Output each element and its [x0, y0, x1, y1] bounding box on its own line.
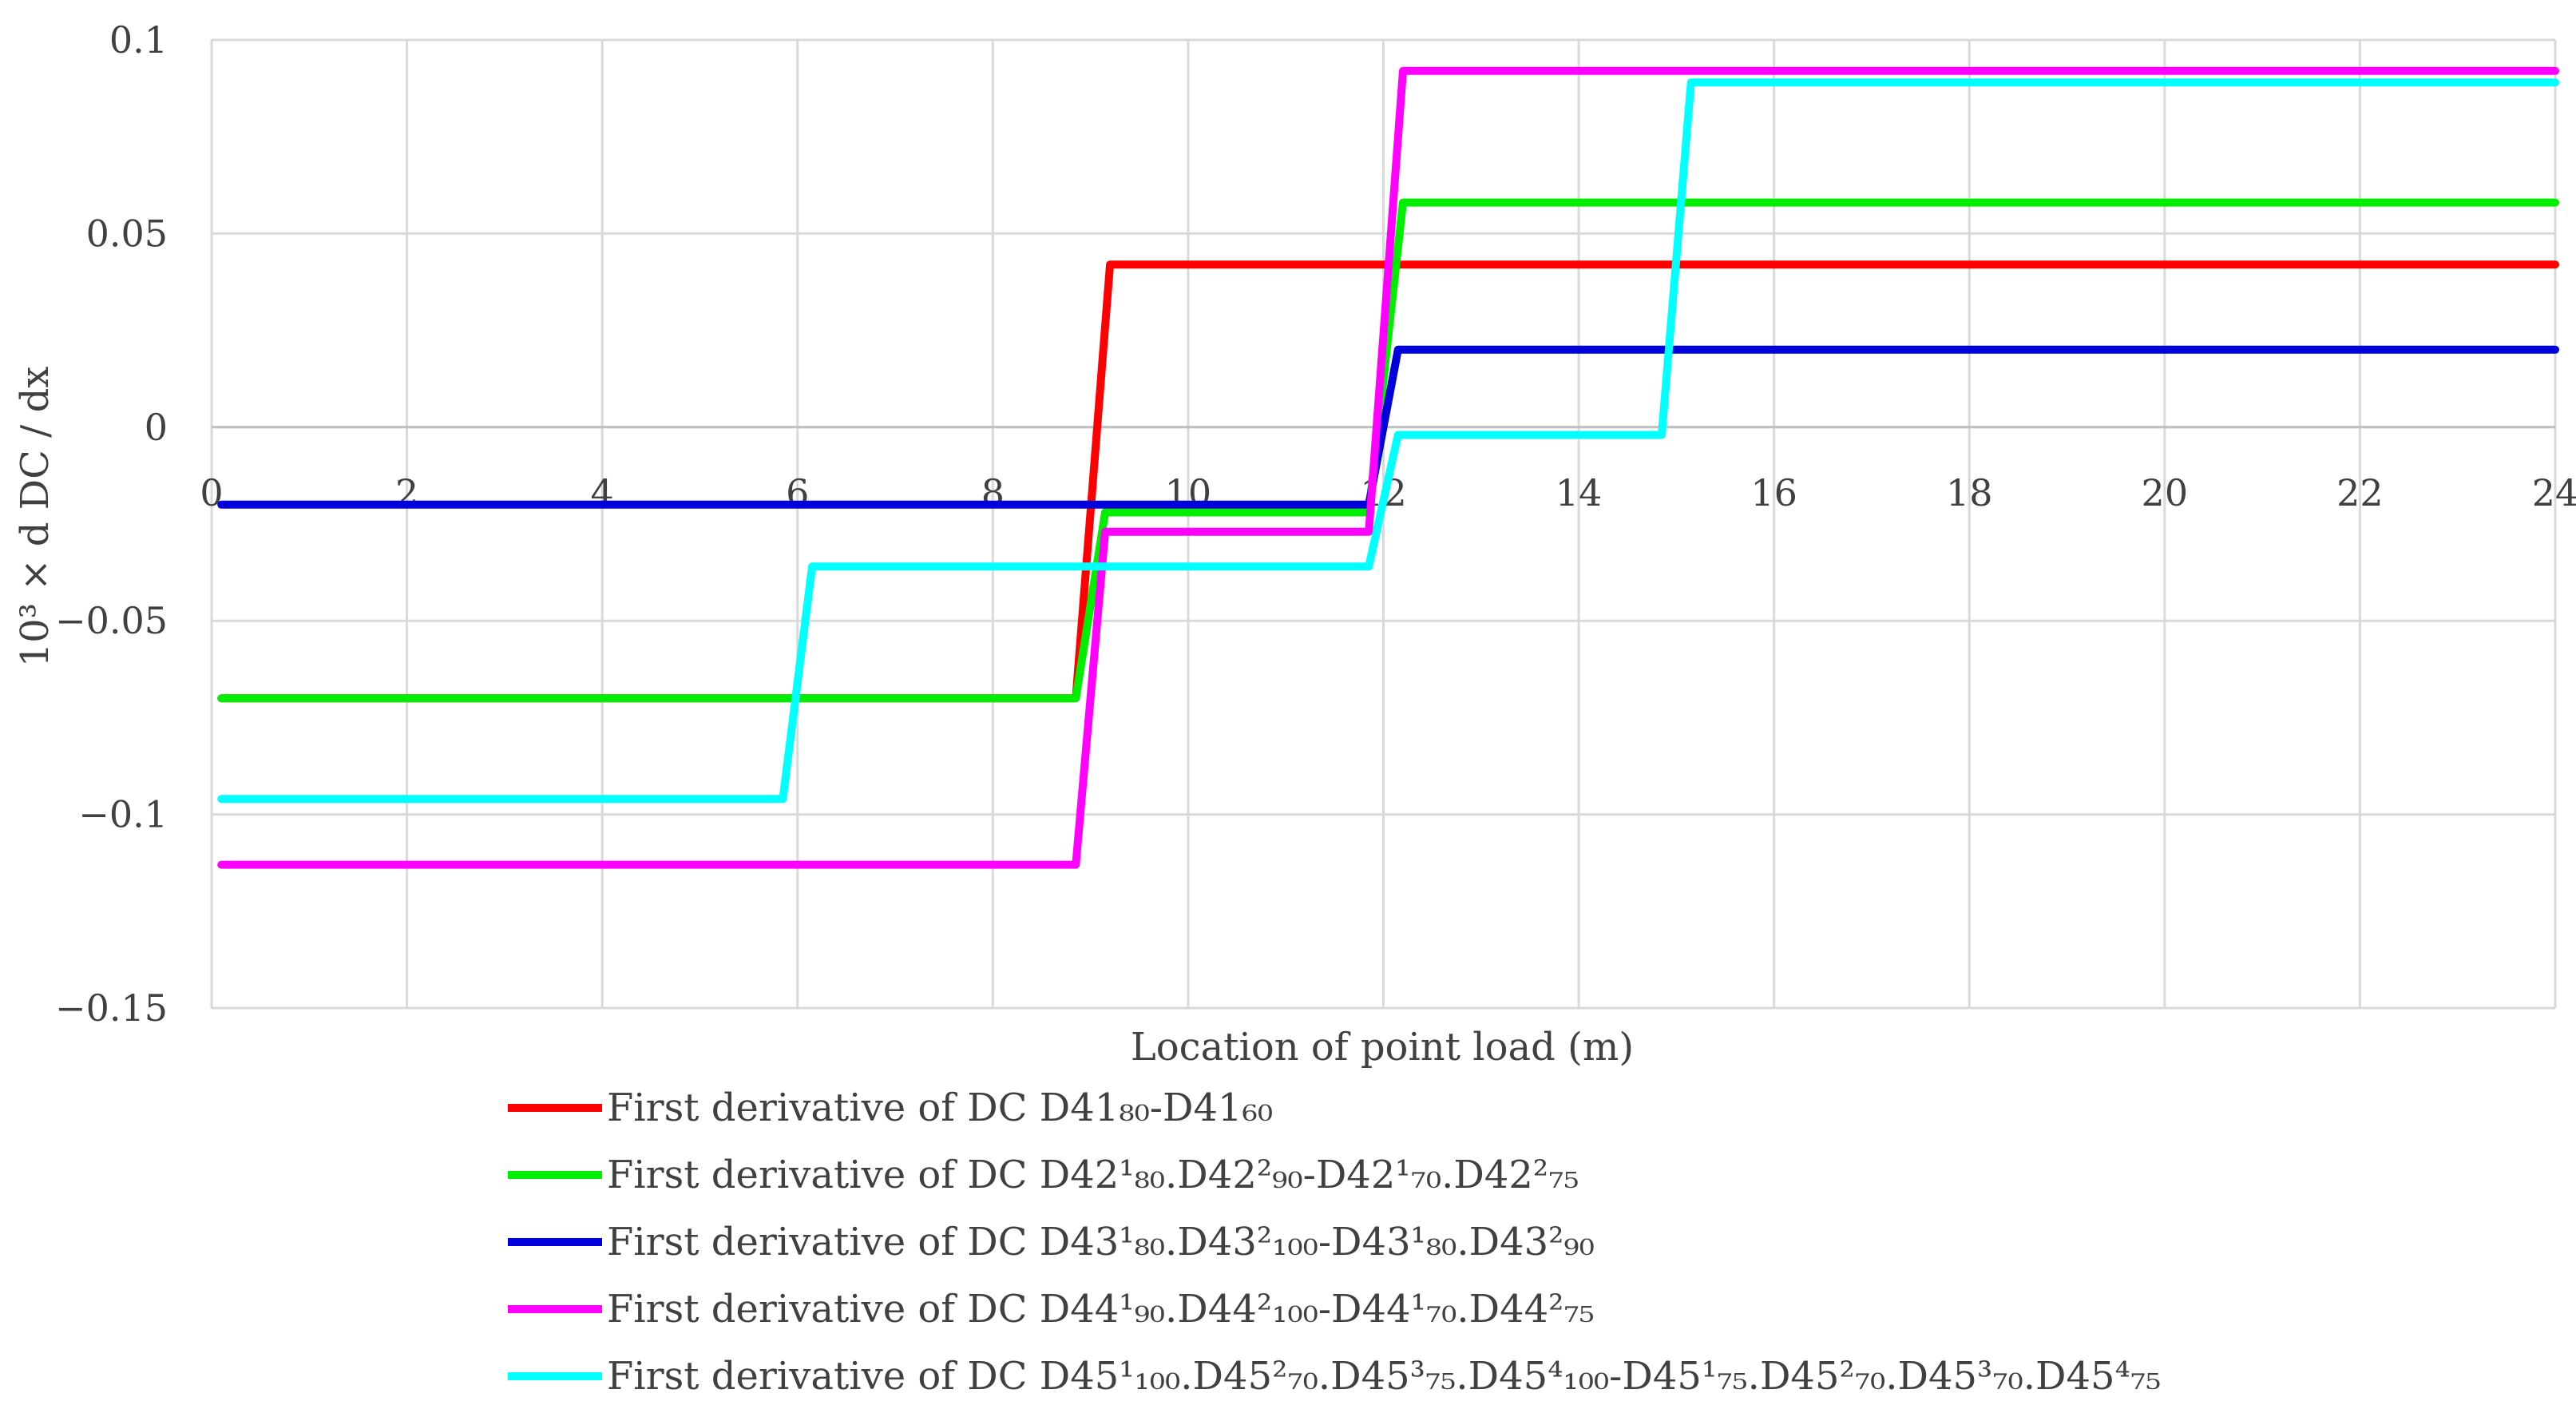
series-line-4 — [217, 66, 2559, 869]
legend-swatch — [508, 1171, 602, 1179]
legend-label: First derivative of DC D43¹₈₀.D43²₁₀₀-D4… — [607, 1220, 1595, 1264]
y-axis-title: 10³ × d DC / dx — [13, 367, 57, 668]
x-tick-label: 24 — [2532, 471, 2576, 514]
series-line-3 — [217, 345, 2559, 509]
series-lines — [217, 66, 2559, 869]
legend-label: First derivative of DC D45¹₁₀₀.D45²₇₀.D4… — [607, 1354, 2162, 1399]
x-tick-label: 16 — [1750, 471, 1797, 514]
y-tick-label: 0.1 — [109, 18, 168, 62]
y-tick-label: −0.1 — [78, 793, 168, 836]
y-tick-label: 0 — [145, 406, 168, 449]
legend-label: First derivative of DC D42¹₈₀.D42²₉₀-D42… — [607, 1153, 1579, 1197]
legend-item: First derivative of DC D42¹₈₀.D42²₉₀-D42… — [508, 1141, 2161, 1209]
legend-label: First derivative of DC D44¹₉₀.D44²₁₀₀-D4… — [607, 1287, 1595, 1332]
y-tick-labels: −0.15 −0.1 −0.05 0 0.05 0.1 — [55, 18, 168, 1030]
legend: First derivative of DC D41₈₀-D41₆₀ First… — [508, 1074, 2161, 1410]
legend-swatch — [508, 1238, 602, 1246]
legend-swatch — [508, 1104, 602, 1112]
legend-item: First derivative of DC D41₈₀-D41₆₀ — [508, 1074, 2161, 1141]
x-tick-label: 20 — [2142, 471, 2189, 514]
series-line-2 — [217, 198, 2559, 703]
legend-swatch — [508, 1372, 602, 1380]
x-tick-label: 18 — [1946, 471, 1993, 514]
x-axis-title: Location of point load (m) — [1131, 1025, 1634, 1070]
y-tick-label: −0.05 — [55, 599, 168, 642]
x-tick-label: 14 — [1556, 471, 1603, 514]
legend-label: First derivative of DC D41₈₀-D41₆₀ — [607, 1086, 1274, 1130]
y-tick-label: −0.15 — [55, 986, 168, 1030]
legend-item: First derivative of DC D43¹₈₀.D43²₁₀₀-D4… — [508, 1209, 2161, 1276]
legend-item: First derivative of DC D44¹₉₀.D44²₁₀₀-D4… — [508, 1276, 2161, 1343]
legend-swatch — [508, 1305, 602, 1313]
y-tick-label: 0.05 — [86, 212, 168, 255]
legend-item: First derivative of DC D45¹₁₀₀.D45²₇₀.D4… — [508, 1343, 2161, 1410]
series-line-5 — [217, 78, 2559, 804]
x-tick-label: 22 — [2336, 471, 2384, 514]
